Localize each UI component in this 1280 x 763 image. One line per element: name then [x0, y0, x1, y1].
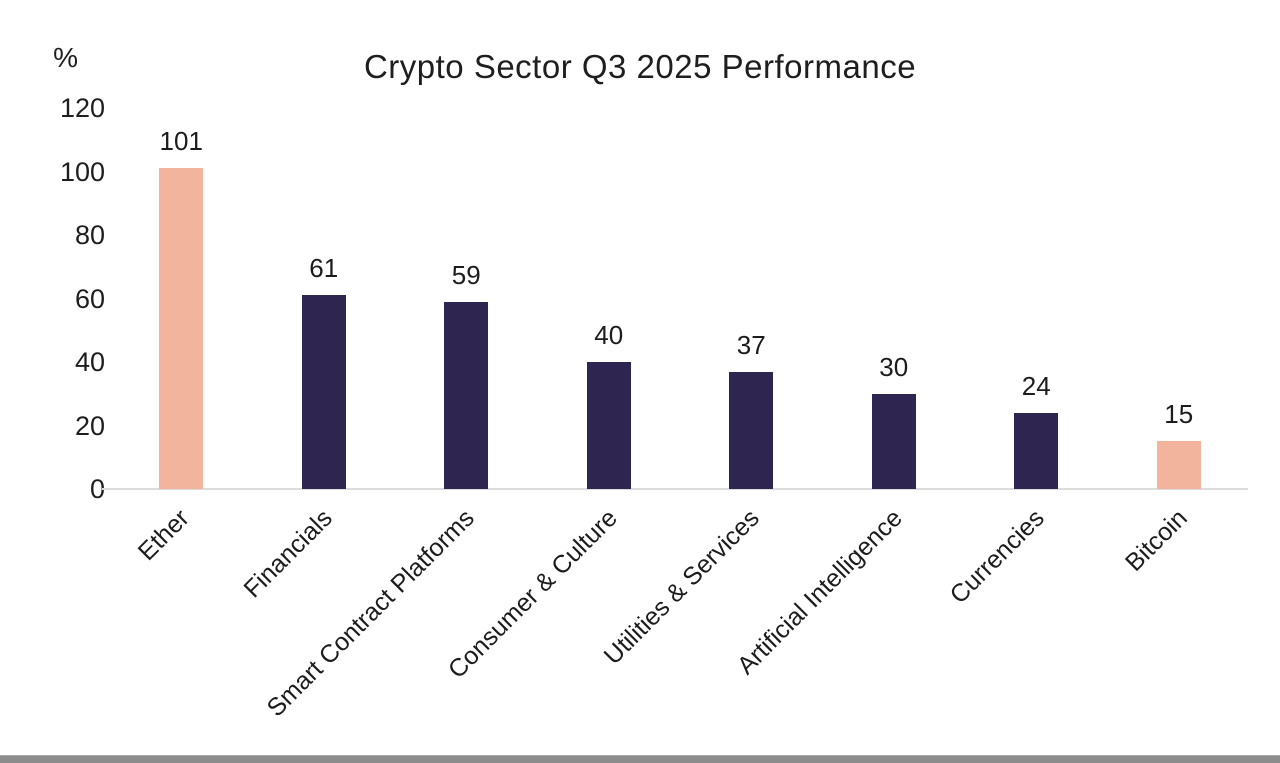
y-tick-label: 0: [89, 474, 105, 504]
bar-value-label: 40: [594, 320, 624, 350]
bar-value-label: 30: [879, 352, 909, 382]
bar-artificial-intelligence: [871, 394, 916, 489]
bar-value-label: 37: [736, 330, 766, 360]
bar-currencies: [1014, 413, 1059, 489]
bar-bitcoin: [1156, 441, 1201, 489]
bar-financials: [301, 295, 346, 489]
y-tick-label: 60: [74, 283, 105, 314]
bar-consumer-culture: [586, 362, 631, 489]
bar-smart-contract-platforms: [444, 302, 489, 489]
bar-utilities-services: [729, 372, 774, 489]
bar-value-label: 15: [1164, 399, 1194, 429]
bar-value-label: 61: [309, 253, 339, 283]
y-tick-label: 80: [74, 220, 105, 250]
x-category-label: Currencies: [944, 504, 1051, 610]
y-tick-label: 20: [74, 410, 105, 441]
chart-title: Crypto Sector Q3 2025 Performance: [363, 48, 917, 85]
y-tick-label: 120: [59, 93, 105, 123]
window-bottom-edge: [0, 755, 1280, 763]
bar-value-label: 24: [1021, 371, 1051, 401]
bar-ether: [159, 168, 204, 489]
bar-value-label: 101: [159, 126, 203, 156]
x-category-label: Utilities & Services: [598, 504, 766, 671]
x-category-label: Ether: [132, 504, 196, 567]
x-category-label: Bitcoin: [1119, 504, 1193, 577]
y-tick-label: 40: [74, 347, 105, 377]
bar-value-label: 59: [451, 260, 481, 290]
y-axis-unit-label: %: [53, 42, 78, 73]
x-category-label: Financials: [238, 504, 338, 604]
y-tick-label: 100: [59, 156, 105, 187]
x-axis-line: [102, 488, 1248, 490]
